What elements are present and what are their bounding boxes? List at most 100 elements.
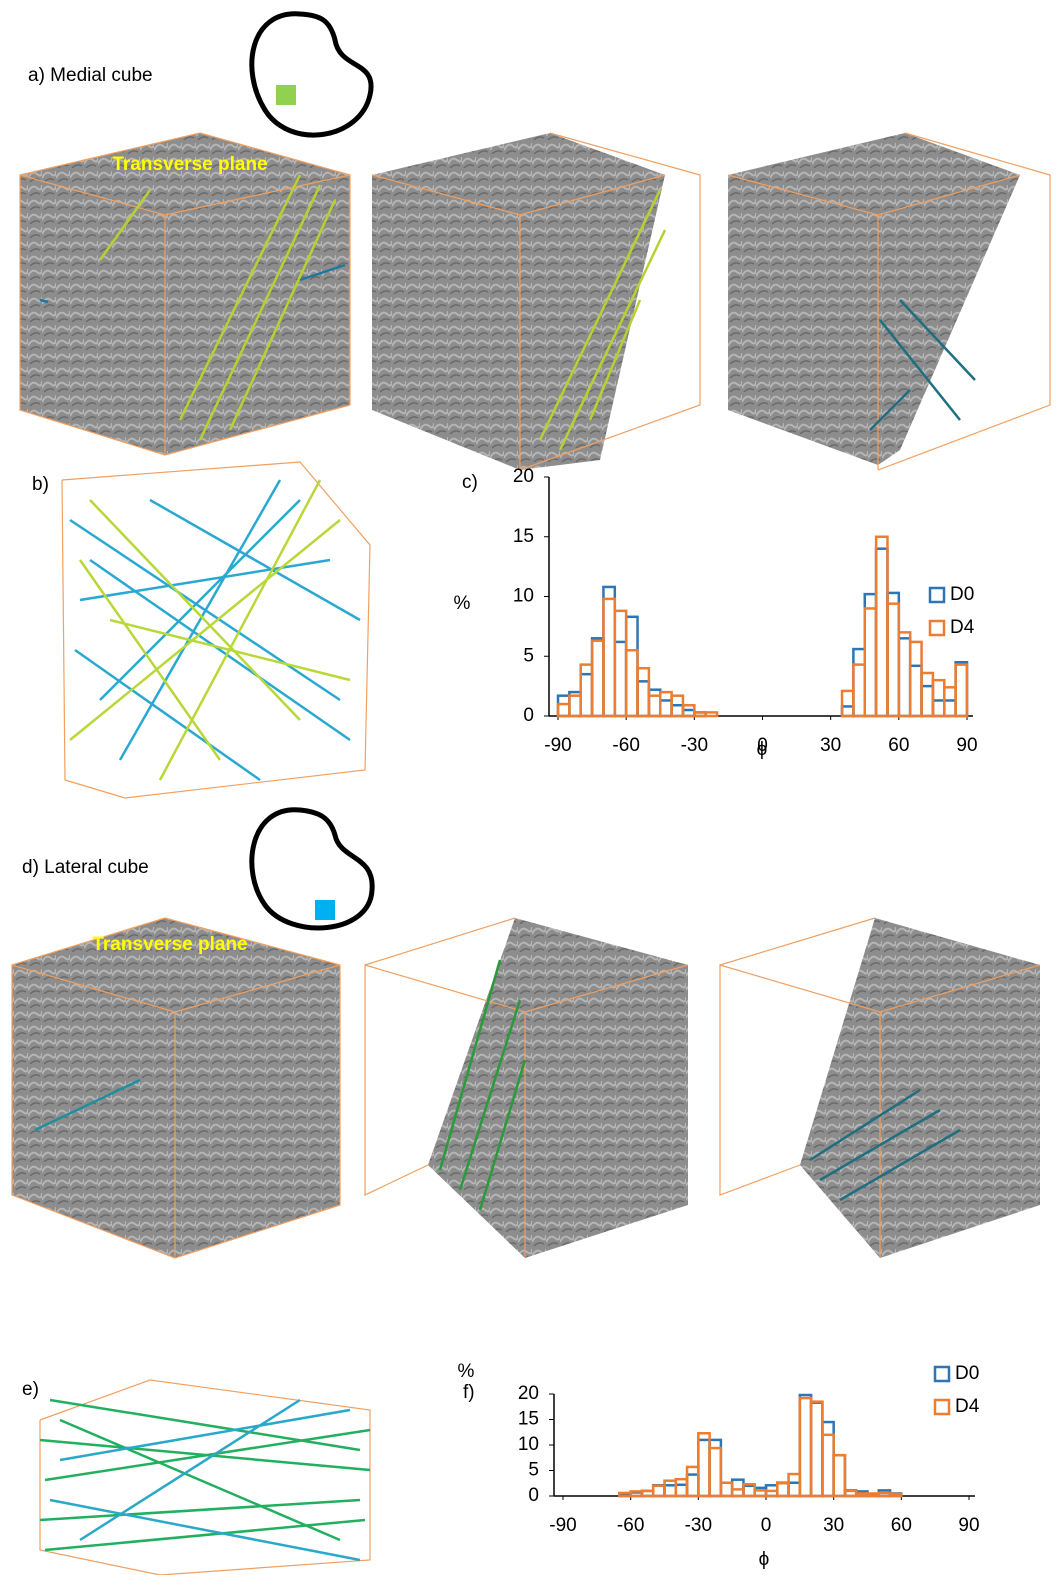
histogram-bar	[624, 615, 639, 718]
histogram-bar	[579, 672, 594, 718]
x-tick-label: 30	[820, 735, 841, 756]
histogram-bar	[670, 703, 685, 718]
histogram-bar	[697, 1438, 711, 1498]
histogram-bar	[719, 1481, 734, 1498]
legend-swatch	[928, 586, 946, 604]
histogram-bar	[798, 1393, 813, 1498]
histogram-bar	[897, 637, 912, 718]
y-axis-label: %	[458, 1361, 475, 1382]
legend-label: D0	[950, 584, 974, 605]
panel-label: d) Lateral cube	[22, 857, 149, 878]
outline	[249, 807, 375, 931]
cube-render	[719, 917, 1041, 1258]
histogram-bar	[886, 602, 901, 718]
histogram-bar	[832, 1453, 847, 1498]
histogram-bar	[640, 1489, 655, 1498]
histogram-bar	[590, 637, 605, 718]
y-tick-label: 20	[518, 1383, 539, 1404]
histogram-bar	[697, 1432, 711, 1498]
histogram-bar	[897, 631, 912, 718]
histogram-bar	[908, 640, 923, 718]
cube-render	[364, 917, 689, 1258]
histogram-bar	[613, 640, 628, 718]
cube-render	[371, 132, 701, 471]
x-tick-label: 0	[757, 735, 768, 756]
histogram-bar	[693, 711, 707, 718]
fiber-render	[39, 1379, 371, 1575]
x-tick-label: -90	[549, 1515, 576, 1536]
histogram-bar	[629, 1490, 644, 1498]
histogram-bar	[863, 592, 878, 718]
x-tick-label: 30	[823, 1515, 844, 1536]
legend-label: D4	[950, 617, 975, 638]
histogram-bar	[776, 1482, 790, 1498]
histogram-bar	[843, 1489, 858, 1498]
histogram-bar	[943, 699, 957, 718]
x-tick-label: 90	[958, 1515, 979, 1536]
histogram-bar	[787, 1472, 802, 1498]
legend-swatch	[933, 1398, 951, 1416]
histogram-bar	[568, 694, 582, 718]
histogram-bar	[920, 684, 935, 718]
y-tick-label: 15	[513, 526, 534, 547]
histogram-bar	[663, 1484, 678, 1498]
histogram-bar	[613, 609, 628, 718]
position-marker	[276, 85, 296, 105]
y-tick-label: 0	[523, 705, 534, 726]
histogram-bar	[852, 647, 867, 718]
histogram-bar	[659, 699, 673, 718]
histogram-bar	[685, 1465, 700, 1498]
position-marker	[315, 900, 335, 920]
histogram-bar	[852, 663, 867, 718]
histogram-bar	[719, 1481, 734, 1498]
y-axis-label: %	[454, 593, 471, 614]
legend-label: D0	[955, 1363, 979, 1384]
panel-label: c)	[462, 472, 478, 493]
histogram-bar	[931, 678, 946, 718]
histogram-bar	[730, 1488, 745, 1498]
histogram-bar	[954, 660, 969, 718]
cube-render	[727, 132, 1051, 471]
legend-label: D4	[955, 1396, 980, 1417]
histogram-bar	[954, 663, 969, 718]
cube-render	[11, 917, 341, 1259]
histogram-bar	[908, 664, 923, 718]
histogram-bar	[556, 702, 571, 718]
histogram-bar	[704, 711, 719, 718]
x-tick-label: 0	[761, 1515, 772, 1536]
histogram-bar	[624, 649, 639, 718]
x-tick-label: -30	[685, 1515, 712, 1536]
panel-label: f)	[463, 1382, 475, 1403]
y-tick-label: 0	[528, 1485, 539, 1506]
histogram-bar	[832, 1453, 847, 1498]
histogram-bar	[708, 1446, 723, 1498]
histogram-bar	[821, 1420, 835, 1498]
histogram-bar	[636, 666, 651, 718]
histogram-bar	[663, 1479, 678, 1498]
histogram-bar	[776, 1481, 790, 1498]
histogram-bar	[886, 591, 901, 718]
fiber-render	[61, 461, 371, 799]
x-tick-label: -90	[544, 735, 571, 756]
x-axis-label: ϕ	[759, 1549, 770, 1570]
histogram-bar	[590, 639, 605, 718]
histogram-bar	[579, 663, 594, 718]
histogram-bar	[674, 1477, 689, 1498]
legend-swatch	[933, 1365, 951, 1383]
panel-label: a) Medial cube	[28, 65, 153, 86]
histogram-bar	[602, 585, 617, 718]
x-tick-label: 60	[888, 735, 909, 756]
histogram-bar	[659, 690, 673, 718]
histogram-bar	[809, 1400, 824, 1498]
histogram-bar	[674, 1483, 689, 1498]
histogram-bar	[764, 1489, 779, 1498]
annotation: Transverse plane	[112, 154, 267, 175]
histogram-bar	[863, 607, 878, 718]
y-tick-label: 5	[528, 1460, 539, 1481]
histogram-bar	[753, 1489, 768, 1498]
histogram-bar	[647, 694, 662, 718]
histogram-bar	[888, 1492, 903, 1498]
histogram-bar	[636, 680, 651, 718]
x-tick-label: -30	[681, 735, 708, 756]
